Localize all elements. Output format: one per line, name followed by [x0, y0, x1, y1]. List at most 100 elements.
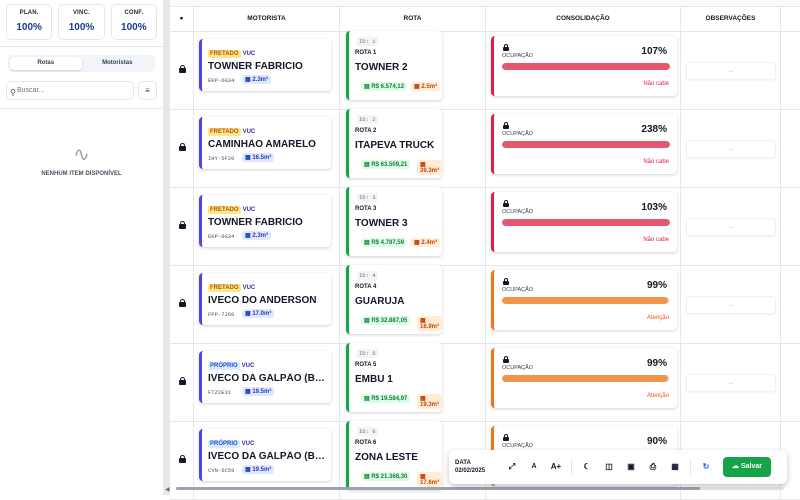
lock-icon[interactable] — [179, 143, 186, 150]
horizontal-scrollbar[interactable] — [170, 485, 800, 491]
map-icon[interactable]: ▦ — [667, 459, 683, 475]
observation-field[interactable]: ... — [686, 374, 776, 392]
scroll-thumb[interactable] — [176, 487, 700, 490]
vehicle-type: VUC — [242, 441, 255, 447]
lock-icon[interactable] — [503, 356, 509, 362]
driver-name: TOWNER FABRICIO — [208, 217, 332, 228]
observation-field[interactable]: ... — [686, 140, 776, 158]
money-icon: ▤ — [364, 474, 370, 480]
save-button[interactable]: ☁ Salvar — [723, 457, 771, 477]
volume-text: 19.5m³ — [252, 467, 271, 473]
lock-icon[interactable] — [179, 221, 186, 228]
route-label: ROTA 5 — [355, 362, 376, 368]
collapse-icon[interactable]: ⤢ — [504, 459, 520, 475]
occupancy-label: OCUPAÇÃO — [502, 443, 533, 449]
divider — [571, 459, 572, 475]
columns-icon[interactable]: ◫ — [601, 459, 617, 475]
search-input[interactable]: ⚲Buscar... — [6, 81, 134, 100]
money-icon: ▤ — [364, 84, 370, 90]
observation-field[interactable]: ... — [686, 218, 776, 236]
stat-value: 100% — [7, 22, 51, 33]
box-icon: ▦ — [414, 84, 420, 90]
lock-icon[interactable] — [179, 377, 186, 384]
owner-badge: FRETADO — [208, 206, 241, 214]
vehicle-volume: ▦ 19.5m³ — [242, 465, 274, 474]
money-text: R$ 32.887,05 — [371, 318, 407, 324]
lock-icon[interactable] — [503, 44, 509, 50]
sliders-icon: ≡ — [145, 86, 150, 95]
occupancy-label: OCUPAÇÃO — [502, 209, 533, 215]
header-rota: ROTA — [340, 7, 486, 31]
lock-icon[interactable] — [503, 200, 509, 206]
observacoes-cell: ... — [681, 110, 781, 187]
money-icon: ▤ — [364, 162, 370, 168]
sync-icon[interactable]: ↻ — [698, 459, 714, 475]
lock-icon[interactable] — [179, 455, 186, 462]
lock-icon[interactable] — [503, 122, 509, 128]
font-decrease-button[interactable]: A — [526, 459, 542, 475]
observacoes-cell: ... — [681, 266, 781, 343]
vehicle-volume: ▦ 2.3m³ — [242, 231, 271, 240]
print-icon[interactable]: ⎙ — [645, 459, 661, 475]
observacoes-cell: ... — [681, 32, 781, 109]
empty-state: ∿ NENHUM ITEM DISPONÍVEL — [0, 108, 163, 177]
occupancy-percent: 90% — [647, 436, 667, 447]
lock-icon[interactable] — [179, 299, 186, 306]
lock-icon[interactable] — [503, 278, 509, 284]
moon-icon[interactable]: ☾ — [579, 459, 595, 475]
occupancy-label: OCUPAÇÃO — [502, 365, 533, 371]
route-value: ▤ R$ 32.887,05 — [361, 316, 410, 325]
tab-motoristas[interactable]: Motoristas — [82, 57, 154, 70]
money-text: R$ 21.368,30 — [371, 474, 407, 480]
header-consolidacao: CONSOLIDAÇÃO — [486, 7, 681, 31]
lock-icon[interactable] — [503, 434, 509, 440]
stats-bar: PLAN.100% VINC.100% CONF.100% — [0, 0, 163, 44]
filter-button[interactable]: ≡ — [138, 81, 157, 100]
tab-rotas[interactable]: Rotas — [10, 57, 82, 70]
scroll-left-icon[interactable]: ◀ — [165, 486, 170, 493]
divider — [0, 46, 163, 47]
tab-bar: Rotas Motoristas — [8, 55, 155, 72]
vehicle-plate: CVN-6C59 — [208, 467, 234, 474]
lock-cell — [170, 266, 194, 343]
lock-icon[interactable] — [179, 65, 186, 72]
money-text: R$ 4.787,59 — [371, 240, 404, 246]
add-icon[interactable]: ▣ — [623, 459, 639, 475]
route-value: ▤ R$ 21.368,30 — [361, 472, 410, 481]
font-increase-button[interactable]: A+ — [548, 459, 564, 475]
cube-icon: ▦ — [245, 467, 251, 473]
observation-field[interactable]: ... — [686, 296, 776, 314]
extra-cell — [781, 344, 800, 421]
route-volume: ▦ 2.4m³ — [411, 238, 440, 247]
observation-field[interactable]: ... — [686, 62, 776, 80]
occupancy-percent: 238% — [641, 124, 667, 135]
occupancy-status: Não cabe — [643, 81, 669, 87]
lock-cell — [170, 32, 194, 109]
